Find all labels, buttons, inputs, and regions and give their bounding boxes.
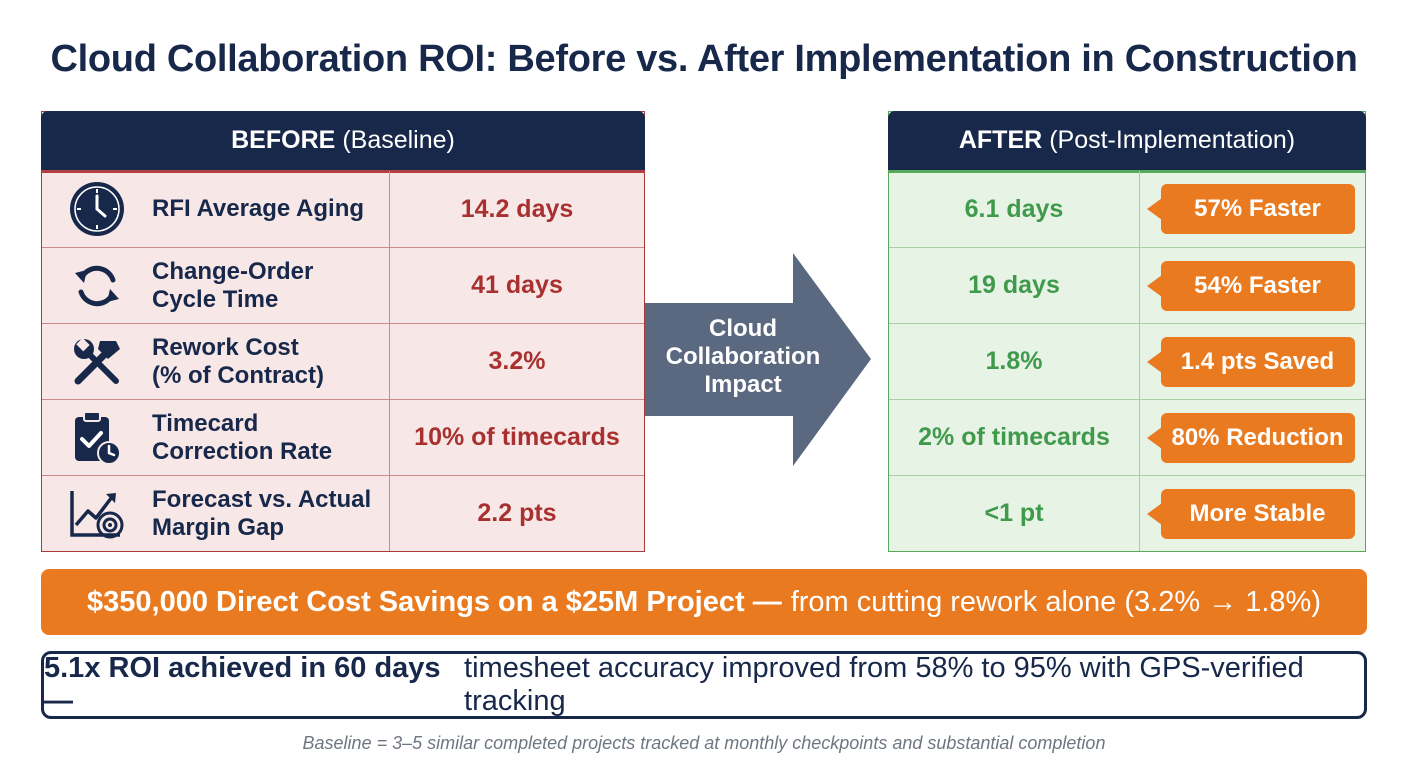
after-value: 1.8% <box>889 324 1140 399</box>
after-row-change-order: 19 days 54% Faster <box>889 247 1365 323</box>
after-panel: AFTER (Post-Implementation) 6.1 days 57%… <box>888 111 1366 552</box>
impact-arrow: Cloud Collaboration Impact <box>645 253 871 466</box>
before-value: 2.2 pts <box>477 499 557 527</box>
improvement-badge: More Stable <box>1146 488 1355 539</box>
before-header-bold: BEFORE <box>231 126 336 154</box>
tools-icon <box>42 333 152 391</box>
savings-banner-bold: $350,000 Direct Cost Savings on a $25M P… <box>87 585 782 618</box>
roi-banner: 5.1x ROI achieved in 60 days — timesheet… <box>41 651 1367 719</box>
after-row-forecast: <1 pt More Stable <box>889 475 1365 551</box>
improvement-badge: 54% Faster <box>1146 260 1355 311</box>
before-row-timecard: Timecard Correction Rate 10% of timecard… <box>42 399 644 475</box>
before-row-rework: Rework Cost (% of Contract) 3.2% <box>42 323 644 399</box>
after-row-timecard: 2% of timecards 80% Reduction <box>889 399 1365 475</box>
savings-banner: $350,000 Direct Cost Savings on a $25M P… <box>41 569 1367 635</box>
before-header-rest: (Baseline) <box>342 126 455 154</box>
metric-label: Change-Order Cycle Time <box>152 257 314 313</box>
after-row-rework: 1.8% 1.4 pts Saved <box>889 323 1365 399</box>
clock-icon <box>42 180 152 238</box>
clipboard-clock-icon <box>42 409 152 467</box>
after-row-rfi: 6.1 days 57% Faster <box>889 171 1365 247</box>
before-panel: BEFORE (Baseline) RFI Average Aging 14.2… <box>41 111 645 552</box>
before-row-forecast: Forecast vs. Actual Margin Gap 2.2 pts <box>42 475 644 551</box>
before-value: 10% of timecards <box>414 423 620 451</box>
savings-banner-rest: from cutting rework alone (3.2% → 1.8%) <box>790 585 1321 618</box>
improvement-badge: 57% Faster <box>1146 184 1355 234</box>
footnote: Baseline = 3–5 similar completed project… <box>302 733 1106 753</box>
refresh-cycle-icon <box>42 260 152 312</box>
before-value: 3.2% <box>488 347 546 375</box>
after-value: 6.1 days <box>889 171 1140 247</box>
before-value: 41 days <box>471 271 563 299</box>
before-panel-header: BEFORE (Baseline) <box>41 111 645 173</box>
improvement-badge: 1.4 pts Saved <box>1146 336 1355 387</box>
roi-banner-bold: 5.1x ROI achieved in 60 days — <box>44 652 441 717</box>
metric-label: RFI Average Aging <box>152 195 365 222</box>
trend-target-icon <box>42 485 152 543</box>
before-row-rfi: RFI Average Aging 14.2 days <box>42 171 644 247</box>
after-panel-header: AFTER (Post-Implementation) <box>888 111 1366 173</box>
page-title: Cloud Collaboration ROI: Before vs. Afte… <box>50 38 1358 80</box>
roi-banner-rest: timesheet accuracy improved from 58% to … <box>464 652 1304 717</box>
before-value: 14.2 days <box>460 194 574 223</box>
after-value: 19 days <box>889 248 1140 323</box>
after-value: 2% of timecards <box>889 400 1140 475</box>
after-header-rest: (Post-Implementation) <box>1049 126 1296 154</box>
metric-label: Timecard Correction Rate <box>152 409 333 465</box>
before-row-change-order: Change-Order Cycle Time 41 days <box>42 247 644 323</box>
metric-label: Forecast vs. Actual Margin Gap <box>152 485 372 541</box>
arrow-label: Cloud Collaboration Impact <box>665 315 821 398</box>
after-header-bold: AFTER <box>958 126 1043 154</box>
improvement-badge: 80% Reduction <box>1146 412 1355 463</box>
after-value: <1 pt <box>889 476 1140 551</box>
metric-label: Rework Cost (% of Contract) <box>152 333 324 389</box>
